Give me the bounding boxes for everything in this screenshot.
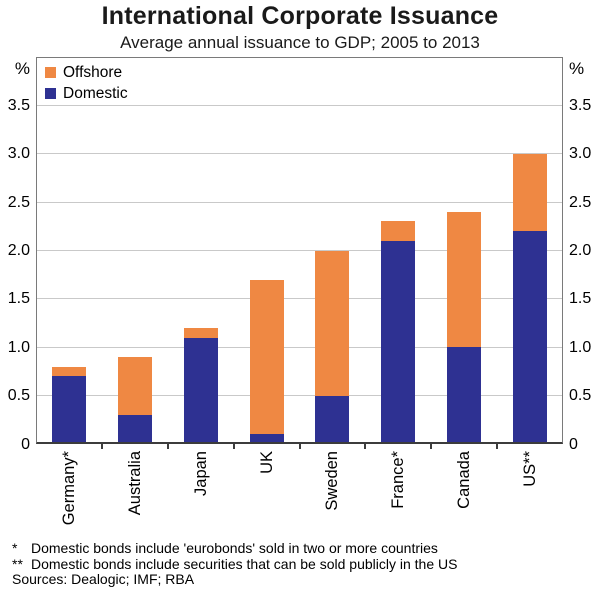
footnotes: * Domestic bonds include 'eurobonds' sol… [12, 540, 592, 588]
bar-domestic-australia [117, 414, 152, 444]
chart-subtitle: Average annual issuance to GDP; 2005 to … [120, 33, 480, 52]
bar-offshore-uk [249, 279, 284, 435]
x-axis-tick [364, 444, 367, 449]
legend: Offshore Domestic [45, 62, 128, 104]
bar-domestic-us [513, 231, 548, 444]
footnote-text: Domestic bonds include 'eurobonds' sold … [31, 540, 438, 556]
x-axis-tick [166, 444, 169, 449]
bar-domestic-sweden [315, 395, 350, 444]
y-axis-label-right: 2.0 [569, 242, 592, 259]
gridline [36, 104, 563, 106]
bar-offshore-us [513, 153, 548, 232]
footnote-text: Domestic bonds include securities that c… [31, 555, 458, 572]
legend-swatch-domestic [45, 88, 56, 99]
gridline [36, 201, 563, 203]
chart-title: International Corporate Issuance [101, 2, 499, 30]
y-axis-label-left: 3.0 [7, 145, 30, 163]
gridline [36, 153, 563, 155]
legend-label-offshore: Offshore [63, 63, 123, 81]
x-axis-tick [232, 444, 235, 449]
gridline [36, 250, 563, 251]
y-axis-label-right: 2.5 [569, 193, 592, 211]
sources-line: Sources: Dealogic; IMF; RBA [12, 571, 195, 587]
x-axis-tick [430, 444, 433, 449]
y-axis-label-left: 1.0 [7, 338, 30, 356]
bar-offshore-canada [447, 211, 482, 348]
footnote-line: * Domestic bonds include 'eurobonds' sol… [12, 540, 592, 557]
y-axis-label-left: 2.5 [7, 193, 30, 211]
bar-offshore-australia [117, 356, 152, 415]
bar-offshore-germany [51, 366, 86, 377]
legend-swatch-offshore [45, 67, 56, 78]
unit-label-left: % [14, 59, 30, 78]
y-axis-label-left: 0.5 [7, 387, 30, 405]
bar-offshore-japan [183, 327, 218, 338]
bar-domestic-france [381, 240, 416, 444]
y-axis-label-left: 3.5 [7, 96, 30, 114]
unit-label-right: % [569, 59, 585, 78]
x-axis-label-japan: Japan [191, 451, 210, 496]
y-axis-label-right: 3.5 [569, 96, 592, 114]
bar-offshore-france [381, 221, 416, 241]
footnote-marker: ** [12, 555, 23, 572]
x-axis-label-uk: UK [257, 451, 276, 474]
bar-domestic-japan [183, 337, 218, 444]
footnote-marker: * [12, 540, 18, 556]
y-axis-label-right: 1.5 [569, 290, 592, 308]
bar-domestic-germany [51, 376, 86, 444]
legend-label-domestic: Domestic [63, 84, 128, 102]
x-axis-label-canada: Canada [455, 451, 474, 509]
legend-item-offshore: Offshore [45, 62, 128, 83]
gridline [36, 395, 563, 397]
y-axis-label-right: 0.5 [569, 387, 592, 405]
x-axis-label-us: US** [521, 451, 540, 487]
x-axis-label-sweden: Sweden [323, 451, 342, 511]
y-axis-label-left: 1.5 [7, 290, 30, 308]
bar-domestic-uk [249, 434, 284, 444]
x-axis-label-france: France* [389, 451, 408, 509]
x-axis-tick [298, 444, 301, 449]
y-axis-label-right: 1.0 [569, 338, 592, 356]
x-axis-tick [496, 444, 499, 449]
gridline [36, 346, 563, 348]
y-axis-label-left: 0 [21, 435, 30, 453]
bar-domestic-canada [447, 347, 482, 444]
footnote-line: ** Domestic bonds include securities tha… [12, 555, 592, 573]
x-axis-tick [100, 444, 103, 449]
y-axis-label-left: 2.0 [7, 242, 30, 259]
x-axis-label-australia: Australia [125, 451, 144, 516]
bar-offshore-sweden [315, 250, 350, 396]
y-axis-label-right: 0 [569, 435, 578, 453]
y-axis-label-right: 3.0 [569, 145, 592, 163]
x-axis-label-germany: Germany* [59, 451, 78, 526]
gridline [36, 298, 563, 300]
legend-item-domestic: Domestic [45, 83, 128, 104]
